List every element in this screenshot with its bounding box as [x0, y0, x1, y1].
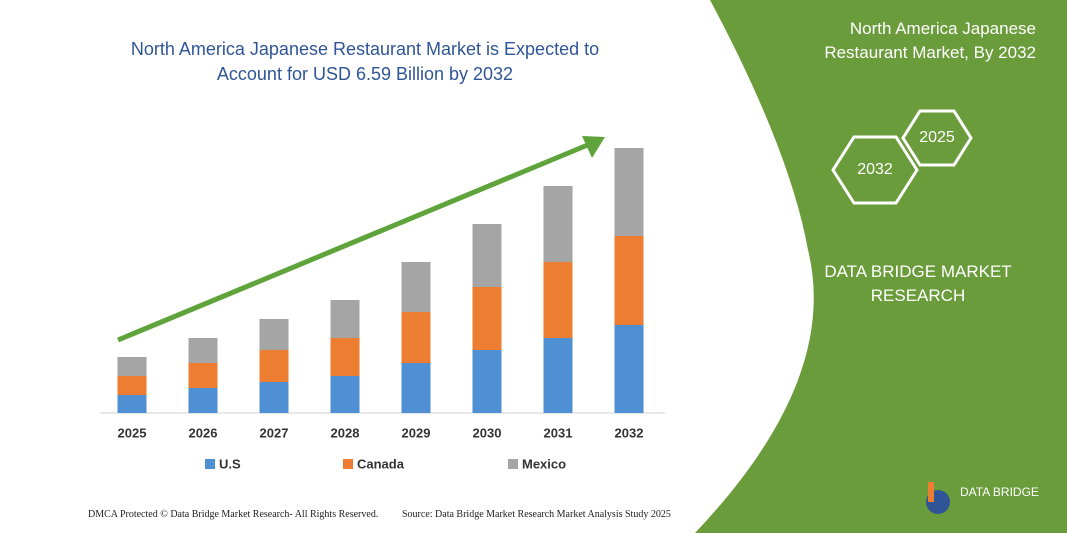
- hexagon: [831, 135, 919, 205]
- footer-source: Source: Data Bridge Market Research Mark…: [402, 509, 671, 520]
- bar-segment: [259, 319, 289, 350]
- legend-label: U.S: [219, 456, 241, 471]
- legend-swatch: [205, 459, 215, 469]
- hexagon: [901, 109, 973, 167]
- hex-label: 2032: [857, 161, 893, 178]
- brand: DATA BRIDGE MARKET RESEARCH: [824, 262, 1012, 305]
- bar-segment: [401, 312, 431, 363]
- bar-segment: [117, 376, 147, 395]
- legend-swatch: [343, 459, 353, 469]
- logo-text: DATA BRIDGE: [960, 485, 1039, 499]
- bar-segment: [188, 338, 218, 363]
- hex-label: 2025: [919, 129, 955, 146]
- legend-swatch: [508, 459, 518, 469]
- x-tick-label: 2026: [189, 425, 218, 440]
- bar-segment: [472, 287, 502, 350]
- bar-segment: [543, 186, 573, 262]
- legend-label: Canada: [357, 456, 405, 471]
- x-tick-label: 2025: [118, 425, 147, 440]
- bar-segment: [330, 376, 360, 413]
- bar-segment: [330, 338, 360, 376]
- logo-mark: [928, 482, 934, 502]
- x-tick-label: 2027: [260, 425, 289, 440]
- bar-segment: [543, 262, 573, 338]
- x-tick-label: 2028: [331, 425, 360, 440]
- bar-segment: [259, 350, 289, 382]
- bar-segment: [472, 224, 502, 287]
- bar-segment: [614, 325, 644, 413]
- legend-label: Mexico: [522, 456, 566, 471]
- bar-segment: [188, 388, 218, 413]
- bar-segment: [188, 363, 218, 388]
- trend-arrow: [117, 141, 591, 343]
- chart-title: North America Japanese Restaurant Market…: [130, 39, 600, 84]
- bar-segment: [117, 357, 147, 376]
- x-tick-label: 2031: [544, 425, 573, 440]
- side-panel: [695, 0, 1067, 533]
- x-tick-label: 2029: [402, 425, 431, 440]
- bar-segment: [401, 363, 431, 413]
- bar-segment: [259, 382, 289, 413]
- x-tick-label: 2030: [473, 425, 502, 440]
- x-tick-label: 2032: [615, 425, 644, 440]
- bar-segment: [330, 300, 360, 338]
- bar-segment: [614, 236, 644, 325]
- bar-segment: [543, 338, 573, 413]
- arrow-head: [582, 136, 605, 158]
- panel-title: North America Japanese Restaurant Market…: [824, 19, 1036, 62]
- bar-segment: [401, 262, 431, 312]
- bar-segment: [614, 148, 644, 236]
- bar-segment: [117, 395, 147, 413]
- footer-rights: DMCA Protected © Data Bridge Market Rese…: [88, 509, 379, 520]
- bar-segment: [472, 350, 502, 413]
